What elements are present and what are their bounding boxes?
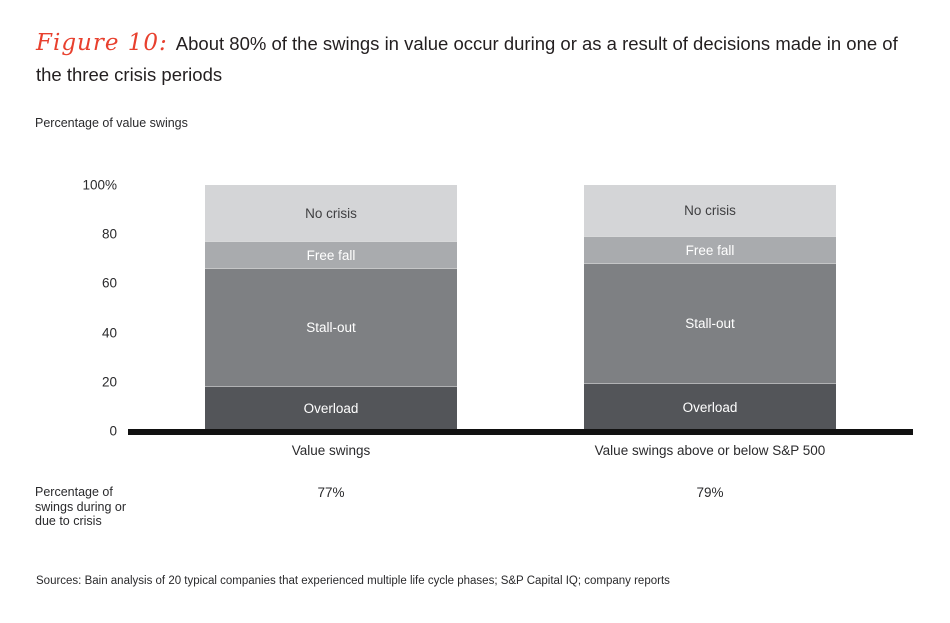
bar-segment-free-fall: Free fall <box>584 236 836 264</box>
x-axis-line <box>128 429 913 435</box>
figure-title-text: About 80% of the swings in value occur d… <box>36 33 898 85</box>
y-axis-tick-label: 80 <box>101 226 117 242</box>
bar-segment-label: No crisis <box>684 203 736 219</box>
y-axis-tick-label: 100% <box>82 177 117 193</box>
bar-segment-label: Free fall <box>306 247 356 263</box>
y-axis-tick-label: 40 <box>101 325 117 341</box>
figure-title: Figure 10: About 80% of the swings in val… <box>36 28 928 90</box>
bar-segment-label: Stall-out <box>685 316 735 332</box>
y-axis-tick-label: 20 <box>101 374 117 390</box>
x-axis-category-label: Value swings above or below S&P 500 <box>594 443 826 458</box>
bar-segment-label: Free fall <box>685 242 735 258</box>
bar-segment-label: No crisis <box>305 205 357 221</box>
bar-segment-stall-out: Stall-out <box>584 263 836 384</box>
figure-label: Figure 10: <box>36 30 168 56</box>
bar-segment-stall-out: Stall-out <box>205 268 457 386</box>
stacked-bar: No crisis Free fall Stall-out Overload <box>584 185 836 430</box>
stat-row-label: Percentage of swings during or due to cr… <box>35 485 127 528</box>
bar-segment-overload: Overload <box>205 385 457 430</box>
stacked-bar-chart: 100% 80 60 40 20 0 No crisis Free fall Stall-ou… <box>82 177 913 458</box>
y-axis-tick-label: 60 <box>101 275 117 291</box>
y-axis-tick-label: 0 <box>109 423 117 439</box>
bar-segment-no-crisis: No crisis <box>205 185 457 242</box>
bar-segment-label: Stall-out <box>306 320 356 336</box>
bar-segment-overload: Overload <box>584 383 836 430</box>
bar-segment-free-fall: Free fall <box>205 241 457 269</box>
stacked-bar: No crisis Free fall Stall-out Overload <box>205 185 457 430</box>
axis-unit-label: Percentage of value swings <box>35 116 188 130</box>
bar-segment-no-crisis: No crisis <box>584 185 836 237</box>
bar-segment-label: Overload <box>303 400 359 416</box>
sources-note: Sources: Bain analysis of 20 typical com… <box>36 575 670 587</box>
stat-value: 77% <box>317 485 345 500</box>
stat-value: 79% <box>696 485 724 500</box>
x-axis-category-label: Value swings <box>291 443 371 458</box>
bar-segment-label: Overload <box>682 399 738 415</box>
